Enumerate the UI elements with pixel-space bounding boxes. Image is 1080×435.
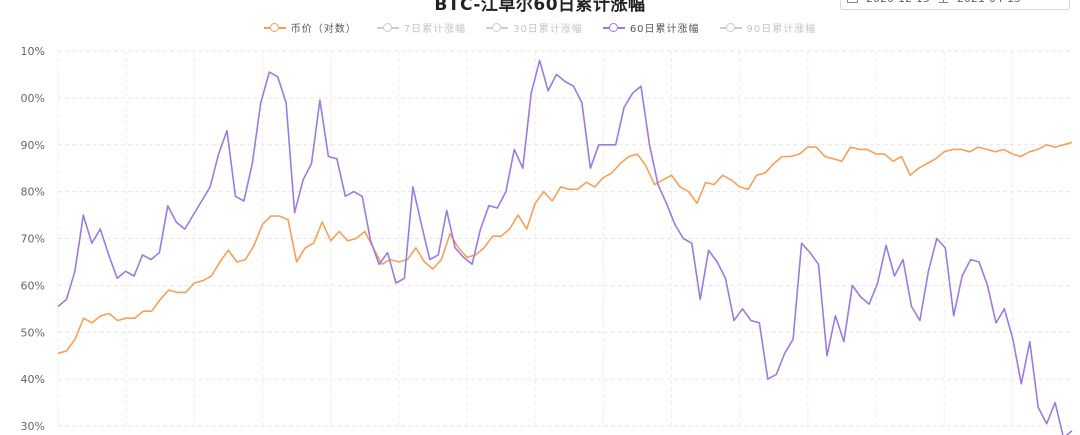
- chart-legend: 币价（对数） 7日累计涨幅 30日累计涨幅 60日累计涨幅 90日累计涨幅: [0, 20, 1080, 35]
- y-tick-label: 80%: [21, 186, 45, 199]
- calendar-icon: [847, 0, 858, 3]
- y-tick-label: 50%: [21, 326, 45, 339]
- y-tick-label: 90%: [21, 139, 45, 152]
- y-tick-label: 00%: [21, 92, 45, 105]
- legend-item-30d[interactable]: 30日累计涨幅: [486, 20, 583, 35]
- legend-item-60d[interactable]: 60日累计涨幅: [602, 20, 700, 35]
- date-range-picker[interactable]: 2020-12-15 至 2021-04-15: [840, 0, 1070, 10]
- series-line-0: [57, 141, 1073, 355]
- legend-item-90d[interactable]: 90日累计涨幅: [719, 20, 817, 35]
- legend-marker-icon: [263, 22, 286, 33]
- y-tick-label: 30%: [21, 420, 45, 433]
- y-tick-label: 70%: [21, 233, 45, 246]
- date-start[interactable]: 2020-12-15: [866, 0, 930, 5]
- y-tick-label: 40%: [21, 373, 45, 386]
- legend-marker-icon: [486, 22, 509, 33]
- legend-item-price[interactable]: 币价（对数）: [263, 20, 357, 35]
- legend-label: 7日累计涨幅: [403, 24, 467, 35]
- date-end[interactable]: 2021-04-15: [957, 0, 1021, 5]
- y-tick-label: 10%: [21, 45, 45, 58]
- legend-label: 币价（对数）: [290, 24, 357, 35]
- date-separator: 至: [938, 0, 949, 6]
- legend-marker-icon: [602, 22, 625, 33]
- legend-item-7d[interactable]: 7日累计涨幅: [376, 20, 467, 35]
- legend-label: 60日累计涨幅: [629, 24, 700, 35]
- y-tick-label: 60%: [21, 279, 45, 292]
- legend-label: 30日累计涨幅: [513, 24, 583, 35]
- chart-title: BTC-江卓尔60日累计涨幅: [434, 0, 646, 15]
- legend-marker-icon: [719, 22, 742, 33]
- legend-marker-icon: [376, 22, 399, 33]
- legend-label: 90日累计涨幅: [746, 24, 817, 35]
- series-line-1: [57, 59, 1073, 435]
